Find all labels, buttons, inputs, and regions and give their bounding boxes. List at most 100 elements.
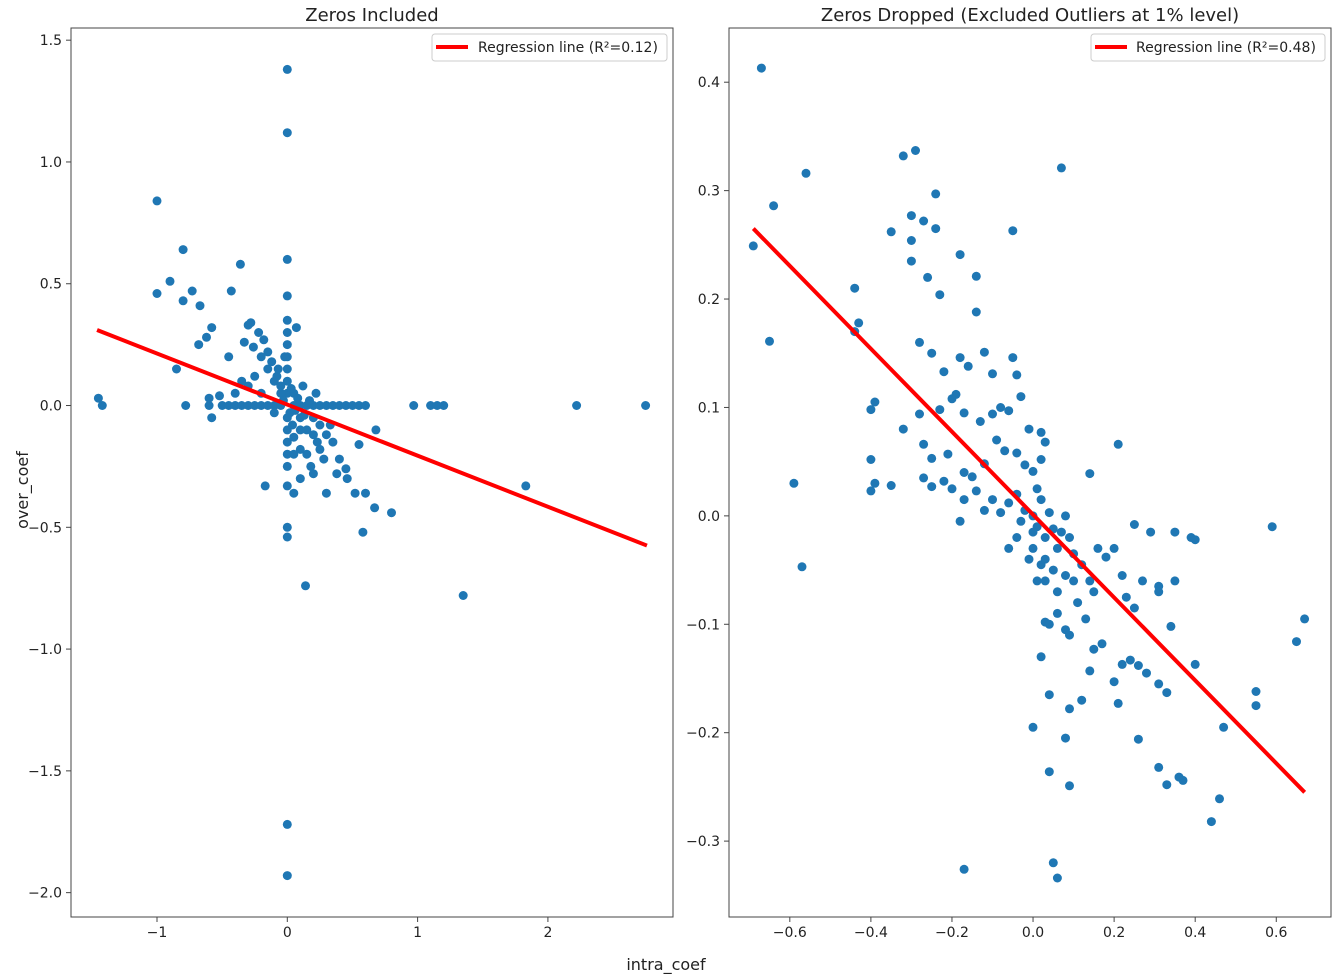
- right-scatter-point-95: [1040, 576, 1050, 586]
- left-scatter-point-103: [224, 352, 234, 362]
- left-scatter-point-111: [276, 381, 286, 391]
- right-scatter-point-134: [1085, 666, 1095, 676]
- right-scatter-point-53: [1036, 427, 1046, 437]
- left-scatter-point-61: [282, 437, 292, 447]
- left-scatter-point-44: [432, 401, 442, 410]
- right-scatter-point-56: [943, 449, 953, 459]
- right-x-tick-label-6: 0.6: [1265, 925, 1287, 941]
- left-scatter-point-13: [235, 259, 245, 269]
- left-scatter-point-64: [282, 481, 292, 491]
- left-scatter-point-124: [286, 384, 296, 393]
- left-scatter-point-129: [295, 444, 305, 454]
- left-scatter-point-25: [250, 401, 260, 410]
- right-scatter-point-41: [1012, 370, 1022, 380]
- right-chart-title: Zeros Dropped (Excluded Outliers at 1% l…: [821, 5, 1239, 26]
- left-scatter-point-117: [315, 420, 325, 430]
- right-scatter-point-124: [1125, 655, 1135, 665]
- right-legend-label: Regression line (R²=0.48): [1136, 40, 1316, 56]
- right-scatter-point-48: [988, 409, 997, 419]
- right-scatter-point-114: [1190, 535, 1200, 545]
- right-scatter-point-138: [1052, 608, 1062, 618]
- left-scatter-point-90: [371, 425, 381, 435]
- right-scatter-point-127: [1142, 668, 1151, 678]
- left-scatter-panel: Zeros Included −1 0 1 2 1.5 1.0 0.5 0.0 −0.5 −1.0…: [28, 5, 674, 941]
- right-scatter-point-4: [765, 336, 774, 346]
- right-scatter-point-132: [1097, 639, 1107, 649]
- right-scatter-point-146: [1133, 734, 1143, 744]
- right-scatter-point-50: [1004, 406, 1014, 416]
- right-scatter-point-140: [1065, 630, 1074, 640]
- right-scatter-point-73: [979, 505, 989, 515]
- left-scatter-point-126: [239, 337, 249, 347]
- left-scatter-point-22: [230, 401, 240, 410]
- left-scatter-point-132: [332, 469, 342, 479]
- right-scatter-point-29: [971, 307, 981, 317]
- right-scatter-point-45: [947, 394, 957, 404]
- left-scatter-point-15: [181, 401, 191, 410]
- left-scatter-point-37: [334, 401, 344, 410]
- right-scatter-point-19: [906, 211, 916, 221]
- left-scatter-point-102: [230, 388, 240, 398]
- right-scatter-point-81: [1036, 495, 1046, 505]
- right-scatter-point-97: [1052, 587, 1062, 597]
- right-scatter-point-52: [1024, 424, 1034, 434]
- left-scatter-point-28: [269, 401, 279, 410]
- right-scatter-point-169: [1028, 527, 1038, 537]
- right-scatter-point-47: [975, 417, 985, 426]
- left-scatter-point-62: [282, 449, 292, 459]
- right-scatter-point-25: [923, 272, 933, 282]
- left-legend-label: Regression line (R²=0.12): [478, 40, 658, 56]
- right-scatter-point-11: [870, 397, 880, 407]
- right-scatter-point-69: [927, 482, 937, 492]
- left-scatter-point-19: [215, 391, 224, 401]
- left-y-tick-label-2: 0.5: [40, 277, 62, 293]
- right-scatter-point-104: [1089, 587, 1099, 597]
- right-scatter-point-70: [939, 476, 949, 486]
- left-scatter-point-127: [248, 342, 258, 352]
- left-scatter-point-128: [256, 352, 266, 362]
- left-scatter-point-121: [293, 393, 303, 403]
- right-scatter-point-33: [927, 348, 937, 358]
- right-scatter-point-86: [1056, 527, 1066, 537]
- right-scatter-point-149: [1154, 762, 1164, 772]
- left-legend: Regression line (R²=0.12): [431, 33, 668, 62]
- right-legend-box: [1090, 33, 1326, 62]
- left-scatter-point-52: [282, 315, 292, 325]
- right-scatter-point-37: [963, 361, 973, 371]
- left-chart-title: Zeros Included: [305, 5, 438, 26]
- right-scatter-point-166: [1040, 554, 1050, 564]
- right-scatter-point-65: [1028, 466, 1038, 476]
- right-scatter-point-155: [1219, 722, 1229, 732]
- left-scatter-point-21: [224, 401, 234, 410]
- left-scatter-point-134: [312, 437, 322, 447]
- right-y-tick-label-1: 0.3: [698, 184, 720, 200]
- left-scatter-point-97: [263, 364, 273, 374]
- left-regression-line: [96, 328, 648, 548]
- left-scatter-point-69: [291, 323, 301, 333]
- right-scatter-point-18: [911, 146, 920, 155]
- left-scatter-point-53: [282, 328, 292, 337]
- left-scatter-point-39: [348, 401, 357, 410]
- right-scatter-point-36: [955, 353, 965, 363]
- left-scatter-point-94: [289, 449, 299, 459]
- right-scatter-point-57: [947, 484, 957, 494]
- left-scatter-point-1: [97, 401, 107, 410]
- left-scatter-point-8: [195, 301, 205, 311]
- left-scatter-point-82: [321, 488, 331, 498]
- right-scatter-point-17: [898, 151, 908, 161]
- right-scatter-point-101: [1085, 576, 1095, 586]
- right-scatter-point-154: [1215, 794, 1224, 804]
- left-scatter-point-130: [306, 461, 316, 471]
- right-scatter-point-135: [1036, 652, 1046, 662]
- right-scatter-point-61: [992, 435, 1002, 445]
- right-scatter-point-88: [1065, 533, 1074, 542]
- right-scatter-point-167: [1032, 484, 1042, 494]
- left-scatter-point-20: [217, 401, 227, 410]
- left-scatter-point-70: [289, 488, 299, 498]
- left-scatter-point-76: [370, 503, 380, 513]
- right-scatter-point-109: [1085, 469, 1095, 479]
- right-scatter-point-67: [1040, 437, 1050, 447]
- right-scatter-point-5: [789, 478, 799, 488]
- right-scatter-point-98: [1061, 571, 1070, 580]
